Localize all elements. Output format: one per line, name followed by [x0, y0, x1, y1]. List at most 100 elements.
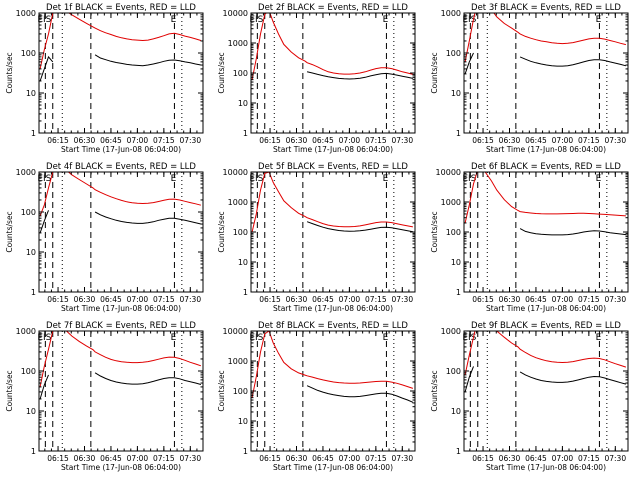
y-tick-label: 10 — [238, 258, 248, 267]
y-tick-label: 1000 — [441, 9, 461, 18]
events-series-line — [464, 52, 627, 75]
chart-title: Det 4f BLACK = Events, RED = LLD — [46, 162, 196, 172]
chart-title: Det 7f BLACK = Events, RED = LLD — [46, 321, 196, 331]
y-tick-label: 1000 — [16, 168, 36, 177]
x-tick-label: 07:30 — [179, 295, 201, 304]
x-tick-label: 07:00 — [127, 295, 149, 304]
x-axis-label: Start Time (17-Jun-08 06:04:00) — [273, 304, 393, 313]
x-tick-label: 07:00 — [552, 454, 574, 463]
events-series-line — [39, 54, 201, 82]
y-tick-label: 1 — [243, 288, 248, 297]
x-tick-label: 07:30 — [391, 136, 413, 145]
event-marker-label: E — [383, 15, 389, 25]
x-tick-label: 06:45 — [312, 295, 334, 304]
lld-series-line — [464, 13, 627, 62]
x-tick-label: 06:15 — [47, 136, 69, 145]
event-marker-label: EIS — [462, 333, 476, 343]
event-marker-label: EIS — [37, 333, 51, 343]
x-tick-label: 07:30 — [179, 454, 201, 463]
x-tick-label: 06:45 — [100, 454, 122, 463]
x-tick-label: 06:30 — [286, 295, 308, 304]
x-tick-label: 07:15 — [153, 295, 175, 304]
x-tick-label: 06:15 — [259, 136, 281, 145]
x-tick-label: 07:00 — [339, 136, 361, 145]
x-tick-label: 07:30 — [391, 295, 413, 304]
events-series-line — [39, 210, 202, 234]
x-tick-label: 07:30 — [179, 136, 201, 145]
x-tick-label: 07:30 — [604, 136, 626, 145]
x-tick-label: 07:15 — [153, 136, 175, 145]
lld-series-line — [251, 13, 414, 80]
x-tick-label: 07:15 — [365, 295, 387, 304]
y-tick-label: 1 — [456, 288, 461, 297]
chart-panel-2: Det 2f BLACK = Events, RED = LLD EIS E 1 10 1… — [217, 3, 416, 154]
x-tick-label: 07:15 — [365, 454, 387, 463]
y-axis-label: Counts/sec — [217, 370, 226, 411]
plot-frame — [463, 12, 629, 134]
x-tick-label: 06:30 — [499, 295, 521, 304]
y-tick-label: 10 — [238, 99, 248, 108]
event-marker-label: EIS — [37, 15, 51, 25]
y-tick-label: 100 — [233, 228, 248, 237]
y-tick-label: 10 — [451, 407, 461, 416]
y-tick-label: 1 — [31, 288, 36, 297]
events-series-line — [519, 228, 626, 236]
y-tick-label: 10 — [451, 258, 461, 267]
y-axis-label: Counts/sec — [5, 52, 14, 93]
y-axis-label: Counts/sec — [5, 370, 14, 411]
events-series-line — [464, 366, 627, 393]
x-tick-label: 06:30 — [74, 136, 96, 145]
x-tick-label: 07:15 — [578, 136, 600, 145]
y-tick-label: 1 — [243, 447, 248, 456]
chart-panel-9: Det 9f BLACK = Events, RED = LLD EIS E 1 10 1… — [430, 321, 629, 472]
y-axis-label: Counts/sec — [217, 52, 226, 93]
y-tick-label: 100 — [446, 49, 461, 58]
y-tick-label: 1 — [243, 129, 248, 138]
chart-panel-3: Det 3f BLACK = Events, RED = LLD EIS E 1 10 1… — [430, 3, 629, 154]
chart-title: Det 6f BLACK = Events, RED = LLD — [471, 162, 621, 172]
event-marker-label: E — [596, 15, 602, 25]
x-tick-label: 07:30 — [391, 454, 413, 463]
lld-series-line — [251, 172, 413, 233]
y-tick-label: 1000 — [441, 327, 461, 336]
y-tick-label: 1 — [456, 447, 461, 456]
chart-title: Det 8f BLACK = Events, RED = LLD — [258, 321, 408, 331]
chart-panel-8: Det 8f BLACK = Events, RED = LLD EIS E 1 10 1… — [217, 321, 416, 472]
lld-series-line — [39, 13, 202, 70]
y-tick-label: 10 — [26, 407, 36, 416]
events-series-line — [306, 385, 414, 403]
chart-panel-5: Det 5f BLACK = Events, RED = LLD EIS E 1 10 1… — [217, 162, 416, 313]
x-tick-label: 06:45 — [525, 136, 547, 145]
y-tick-label: 1000 — [16, 327, 36, 336]
x-tick-label: 06:30 — [286, 454, 308, 463]
x-tick-label: 07:00 — [127, 454, 149, 463]
x-axis-label: Start Time (17-Jun-08 06:04:00) — [61, 304, 181, 313]
event-marker-label: E — [171, 15, 177, 25]
event-marker-label: E — [383, 333, 389, 343]
y-tick-label: 1000 — [228, 39, 248, 48]
chart-title: Det 2f BLACK = Events, RED = LLD — [258, 3, 408, 13]
lld-series-line — [464, 172, 626, 224]
chart-title: Det 9f BLACK = Events, RED = LLD — [471, 321, 621, 331]
x-axis-label: Start Time (17-Jun-08 06:04:00) — [486, 145, 606, 154]
x-tick-label: 06:45 — [312, 136, 334, 145]
chart-panel-7: Det 7f BLACK = Events, RED = LLD EIS E 1 10 1… — [5, 321, 204, 472]
x-axis-label: Start Time (17-Jun-08 06:04:00) — [61, 145, 181, 154]
y-tick-label: 100 — [21, 208, 36, 217]
x-axis-label: Start Time (17-Jun-08 06:04:00) — [61, 463, 181, 472]
x-tick-label: 06:15 — [472, 295, 494, 304]
x-axis-label: Start Time (17-Jun-08 06:04:00) — [486, 463, 606, 472]
plot-frame — [38, 330, 204, 452]
x-tick-label: 06:15 — [472, 136, 494, 145]
y-axis-label: Counts/sec — [217, 211, 226, 252]
y-tick-label: 100 — [446, 228, 461, 237]
y-axis-label: Counts/sec — [5, 211, 14, 252]
events-series-line — [306, 71, 414, 80]
x-tick-label: 07:30 — [604, 295, 626, 304]
event-marker-label: E — [171, 174, 177, 184]
y-tick-label: 100 — [446, 367, 461, 376]
x-tick-label: 06:30 — [499, 454, 521, 463]
y-tick-label: 100 — [21, 49, 36, 58]
